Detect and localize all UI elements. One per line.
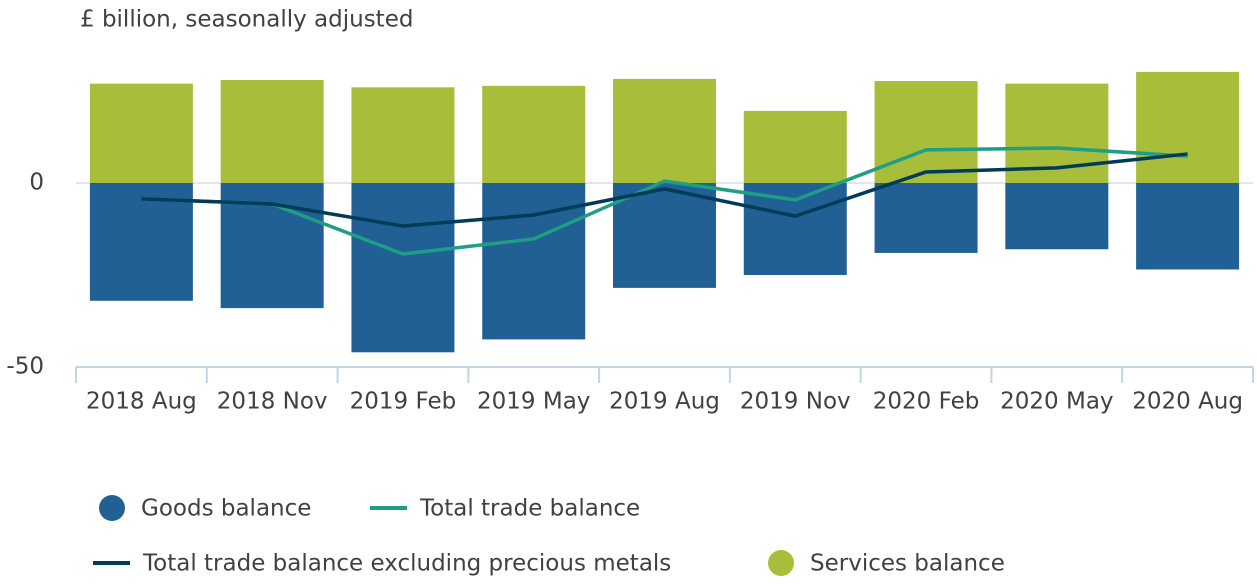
x-tick-label: 2019 Nov	[740, 389, 851, 415]
x-tick-label: 2019 Feb	[350, 389, 457, 415]
bar	[743, 183, 847, 275]
bar	[1005, 183, 1109, 250]
legend-label: Goods balance	[141, 496, 311, 522]
bar	[351, 183, 455, 353]
bar	[89, 183, 193, 301]
x-tick-label: 2019 Aug	[609, 389, 720, 415]
x-tick-label: 2018 Nov	[217, 389, 328, 415]
x-tick-label: 2019 May	[477, 389, 590, 415]
x-tick-label: 2020 Aug	[1132, 389, 1243, 415]
x-tick-label: 2018 Aug	[86, 389, 197, 415]
legend-swatch	[768, 550, 794, 576]
line	[141, 146, 1188, 256]
chart-subtitle: £ billion, seasonally adjusted	[80, 7, 413, 33]
legend-label: Services balance	[810, 551, 1005, 577]
y-tick-label: 0	[29, 170, 44, 196]
bar	[89, 83, 193, 183]
legend-label: Total trade balance excluding precious m…	[142, 551, 671, 577]
line	[141, 152, 1188, 228]
bar	[1136, 71, 1240, 183]
bar	[613, 78, 716, 183]
bar	[1136, 183, 1240, 270]
legend-swatch	[99, 495, 125, 521]
x-tick-label: 2020 Feb	[873, 389, 980, 415]
bar	[874, 81, 978, 183]
bar	[874, 183, 978, 253]
x-tick-label: 2020 May	[1000, 389, 1113, 415]
bar	[220, 79, 324, 183]
legend-label: Total trade balance	[419, 496, 640, 522]
bar	[351, 87, 455, 183]
y-tick-label: -50	[6, 354, 44, 380]
bar	[743, 110, 847, 183]
bar	[613, 183, 716, 288]
bar	[482, 85, 586, 183]
